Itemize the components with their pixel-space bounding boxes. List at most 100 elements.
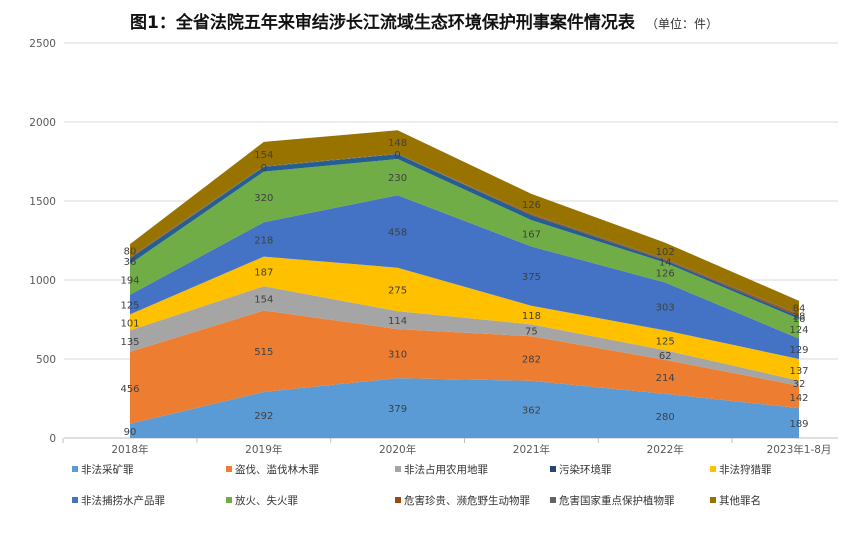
legend-item: 盗伐、滥伐林木罪 — [226, 462, 319, 477]
data-label: 189 — [789, 419, 808, 430]
data-label: 230 — [388, 173, 407, 184]
y-tick-label: 1000 — [29, 275, 56, 287]
data-label: 129 — [789, 345, 808, 356]
data-label: 375 — [522, 272, 541, 283]
data-label: 282 — [522, 355, 541, 366]
data-label: 0 — [261, 163, 267, 174]
data-label: 126 — [656, 269, 675, 280]
legend-label: 非法采矿罪 — [81, 464, 134, 476]
legend-item: 放火、失火罪 — [226, 493, 298, 508]
area-series-10 — [130, 130, 799, 315]
data-label: 32 — [793, 379, 806, 390]
legend-label: 放火、失火罪 — [235, 495, 298, 507]
data-label: 515 — [254, 347, 273, 358]
data-label: 118 — [522, 311, 541, 322]
area-series-1 — [130, 310, 799, 424]
data-label: 303 — [656, 302, 675, 313]
data-label: 154 — [254, 150, 273, 161]
y-tick-label: 1500 — [29, 196, 56, 208]
legend-label: 危害国家重点保护植物罪 — [559, 495, 675, 507]
data-label: 16 — [793, 314, 806, 325]
chart-title-block: 图1：全省法院五年来审结涉长江流域生态环境保护刑事案件情况表 （单位：件） — [0, 8, 848, 33]
chart-unit: （单位：件） — [645, 17, 718, 31]
legend-swatch — [395, 497, 401, 503]
data-label: 135 — [120, 337, 139, 348]
data-label: 148 — [388, 138, 407, 149]
legend-swatch — [710, 497, 716, 503]
legend-swatch — [395, 466, 401, 472]
data-label: 75 — [525, 326, 538, 337]
legend-swatch — [550, 497, 556, 503]
y-tick-label: 2500 — [29, 38, 56, 50]
data-label: 458 — [388, 227, 407, 238]
chart-title: 图1：全省法院五年来审结涉长江流域生态环境保护刑事案件情况表 — [130, 13, 635, 33]
legend-label: 非法占用农用地罪 — [404, 464, 488, 476]
data-label: 167 — [522, 229, 541, 240]
legend-item: 非法采矿罪 — [72, 462, 134, 477]
data-label: 114 — [388, 316, 407, 327]
data-label: 214 — [656, 373, 675, 384]
data-label: 125 — [120, 301, 139, 312]
data-label: 102 — [656, 247, 675, 258]
data-label: 125 — [656, 336, 675, 347]
data-label: 218 — [254, 235, 273, 246]
data-label: 379 — [388, 404, 407, 415]
data-label: 126 — [522, 200, 541, 211]
data-label: 187 — [254, 267, 273, 278]
data-label: 280 — [656, 412, 675, 423]
x-tick-label: 2023年1-8月 — [767, 443, 832, 456]
data-label: 36 — [124, 257, 137, 268]
area-series-0 — [130, 378, 799, 438]
legend-item: 非法捕捞水产品罪 — [72, 493, 165, 508]
data-label: 137 — [789, 366, 808, 377]
y-tick-label: 2000 — [29, 117, 56, 129]
legend-item: 非法狩猎罪 — [710, 462, 772, 477]
data-label: 194 — [120, 275, 139, 286]
area-series-6 — [130, 159, 799, 339]
data-label: 124 — [789, 325, 808, 336]
area-series-7 — [130, 154, 799, 319]
area-series-4 — [130, 256, 799, 381]
x-tick-label: 2020年 — [379, 443, 416, 456]
data-label: 275 — [388, 285, 407, 296]
data-label: 90 — [124, 427, 137, 438]
x-tick-label: 2019年 — [245, 443, 282, 456]
legend-item: 其他罪名 — [710, 493, 761, 508]
data-label: 310 — [388, 350, 407, 361]
legend-label: 污染环境罪 — [559, 464, 612, 476]
data-label: 62 — [659, 351, 672, 362]
y-tick-label: 500 — [36, 354, 56, 366]
x-tick-label: 2022年 — [647, 443, 684, 456]
data-label: 362 — [522, 405, 541, 416]
x-tick-label: 2021年 — [513, 443, 550, 456]
data-label: 320 — [254, 193, 273, 204]
area-series-2 — [130, 286, 799, 386]
data-label: 142 — [789, 393, 808, 404]
legend-swatch — [72, 466, 78, 472]
legend-swatch — [550, 466, 556, 472]
legend-swatch — [72, 497, 78, 503]
data-label: 80 — [124, 246, 137, 257]
legend-item: 危害珍贵、濒危野生动物罪 — [395, 493, 530, 508]
legend-label: 非法捕捞水产品罪 — [81, 495, 165, 507]
data-label: 154 — [254, 294, 273, 305]
legend-swatch — [710, 466, 716, 472]
data-label: 456 — [120, 384, 139, 395]
legend-item: 非法占用农用地罪 — [395, 462, 488, 477]
legend-label: 盗伐、滥伐林木罪 — [235, 464, 319, 476]
x-tick-label: 2018年 — [111, 443, 148, 456]
legend-label: 非法狩猎罪 — [719, 464, 772, 476]
legend-swatch — [226, 466, 232, 472]
data-label: 84 — [793, 303, 806, 314]
legend-label: 危害珍贵、濒危野生动物罪 — [404, 495, 530, 507]
y-tick-label: 0 — [49, 433, 56, 445]
data-label: 101 — [120, 318, 139, 329]
legend-label: 其他罪名 — [719, 495, 761, 507]
data-label: 28 — [793, 312, 806, 323]
legend-item: 危害国家重点保护植物罪 — [550, 493, 675, 508]
legend-item: 污染环境罪 — [550, 462, 612, 477]
data-label: 14 — [659, 258, 672, 269]
data-label: 0 — [394, 150, 400, 161]
area-series-5 — [130, 195, 799, 359]
